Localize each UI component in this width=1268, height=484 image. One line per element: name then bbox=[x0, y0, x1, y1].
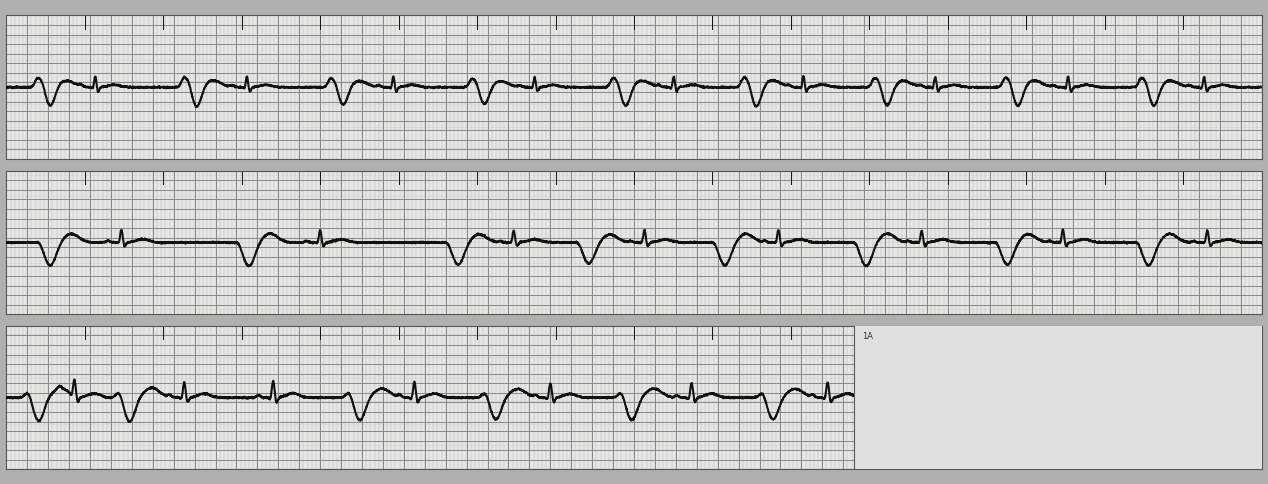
Bar bbox=[853, 278, 1268, 484]
Text: 1A: 1A bbox=[862, 331, 874, 340]
